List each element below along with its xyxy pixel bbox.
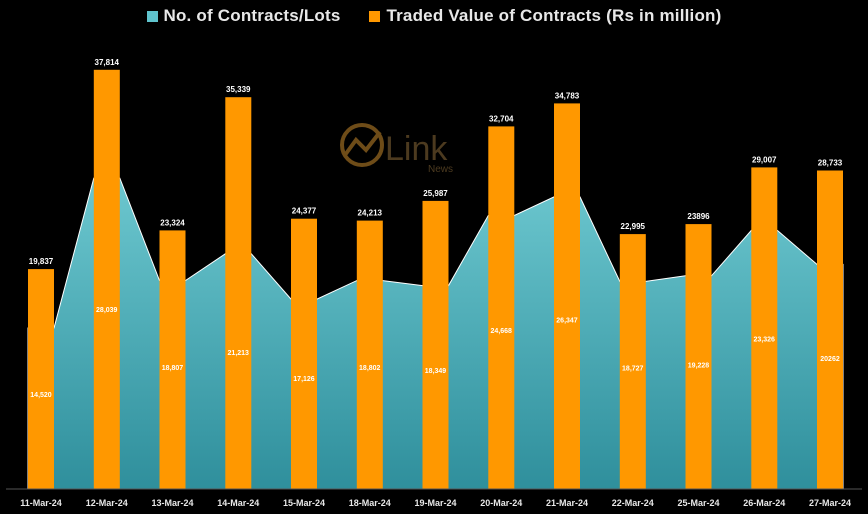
x-tick-label: 12-Mar-24: [86, 498, 128, 508]
area-value-label: 28,039: [96, 307, 118, 314]
bar-value-label: 22,995: [621, 222, 646, 231]
bar-traded-value: [422, 200, 449, 489]
bar-value-label: 24,377: [292, 207, 317, 216]
area-value-label: 18,349: [425, 368, 447, 375]
area-value-label: 18,807: [162, 365, 184, 372]
watermark-sub: News: [428, 164, 453, 175]
legend-label-traded-value: Traded Value of Contracts (Rs in million…: [386, 6, 722, 25]
bar-traded-value: [225, 97, 252, 489]
area-value-label: 24,668: [491, 328, 513, 335]
bar-traded-value: [554, 103, 580, 490]
legend: No. of Contracts/Lots Traded Value of Co…: [0, 6, 868, 27]
bar-traded-value: [28, 269, 54, 489]
area-value-label: 14,520: [30, 392, 52, 399]
area-value-label: 23,326: [754, 337, 776, 344]
area-value-label: 21,213: [228, 350, 250, 357]
watermark-logo-circle: [340, 123, 384, 167]
bar-value-label: 25,987: [423, 189, 448, 198]
x-tick-label: 13-Mar-24: [151, 498, 193, 508]
legend-item-contracts: No. of Contracts/Lots: [146, 6, 341, 26]
x-tick-label: 15-Mar-24: [283, 498, 325, 508]
x-tick-label: 25-Mar-24: [677, 498, 719, 508]
x-tick-label: 26-Mar-24: [743, 498, 785, 508]
bar-value-label: 23896: [687, 212, 710, 221]
legend-swatch-contracts: [146, 10, 158, 22]
x-tick-label: 18-Mar-24: [349, 498, 391, 508]
watermark-logo-zigzag: [343, 130, 382, 157]
area-value-label: 20262: [820, 356, 840, 363]
x-tick-label: 19-Mar-24: [414, 498, 456, 508]
bar-value-label: 32,704: [489, 114, 514, 123]
labels-group: 19,837 14,520 11-Mar-24 37,814 28,039 12-Mar-…: [20, 58, 851, 508]
area-value-label: 26,347: [556, 318, 578, 325]
bar-traded-value: [159, 230, 186, 489]
bar-traded-value: [488, 126, 515, 490]
bar-value-label: 19,837: [29, 257, 54, 266]
bar-traded-value: [817, 170, 843, 489]
bar-traded-value: [356, 220, 383, 489]
x-tick-label: 21-Mar-24: [546, 498, 588, 508]
bar-traded-value: [291, 218, 317, 489]
x-tick-label: 20-Mar-24: [480, 498, 522, 508]
area-value-label: 19,228: [688, 363, 710, 370]
legend-label-contracts: No. of Contracts/Lots: [163, 6, 341, 25]
x-tick-label: 27-Mar-24: [809, 498, 851, 508]
bar-value-label: 34,783: [555, 91, 580, 100]
bar-value-label: 37,814: [95, 58, 120, 67]
bar-value-label: 29,007: [752, 155, 777, 164]
bar-value-label: 28,733: [818, 159, 843, 168]
area-value-label: 17,126: [293, 376, 315, 383]
x-tick-label: 22-Mar-24: [612, 498, 654, 508]
bar-value-label: 23,324: [160, 218, 185, 227]
legend-item-traded-value: Traded Value of Contracts (Rs in million…: [369, 6, 721, 26]
bar-value-label: 24,213: [358, 209, 383, 218]
bar-traded-value: [751, 167, 778, 489]
watermark-brand: Link: [385, 130, 448, 168]
bar-traded-value: [619, 234, 646, 489]
x-tick-label: 11-Mar-24: [20, 498, 62, 508]
area-value-label: 18,802: [359, 365, 381, 372]
bar-traded-value: [685, 224, 712, 489]
legend-swatch-traded-value: [369, 10, 381, 22]
x-tick-label: 14-Mar-24: [217, 498, 259, 508]
area-value-label: 18,727: [622, 366, 644, 373]
bars-group: [28, 69, 843, 490]
watermark-logo: Link News: [340, 123, 453, 175]
bar-traded-value: [93, 69, 120, 490]
bar-value-label: 35,339: [226, 85, 251, 94]
